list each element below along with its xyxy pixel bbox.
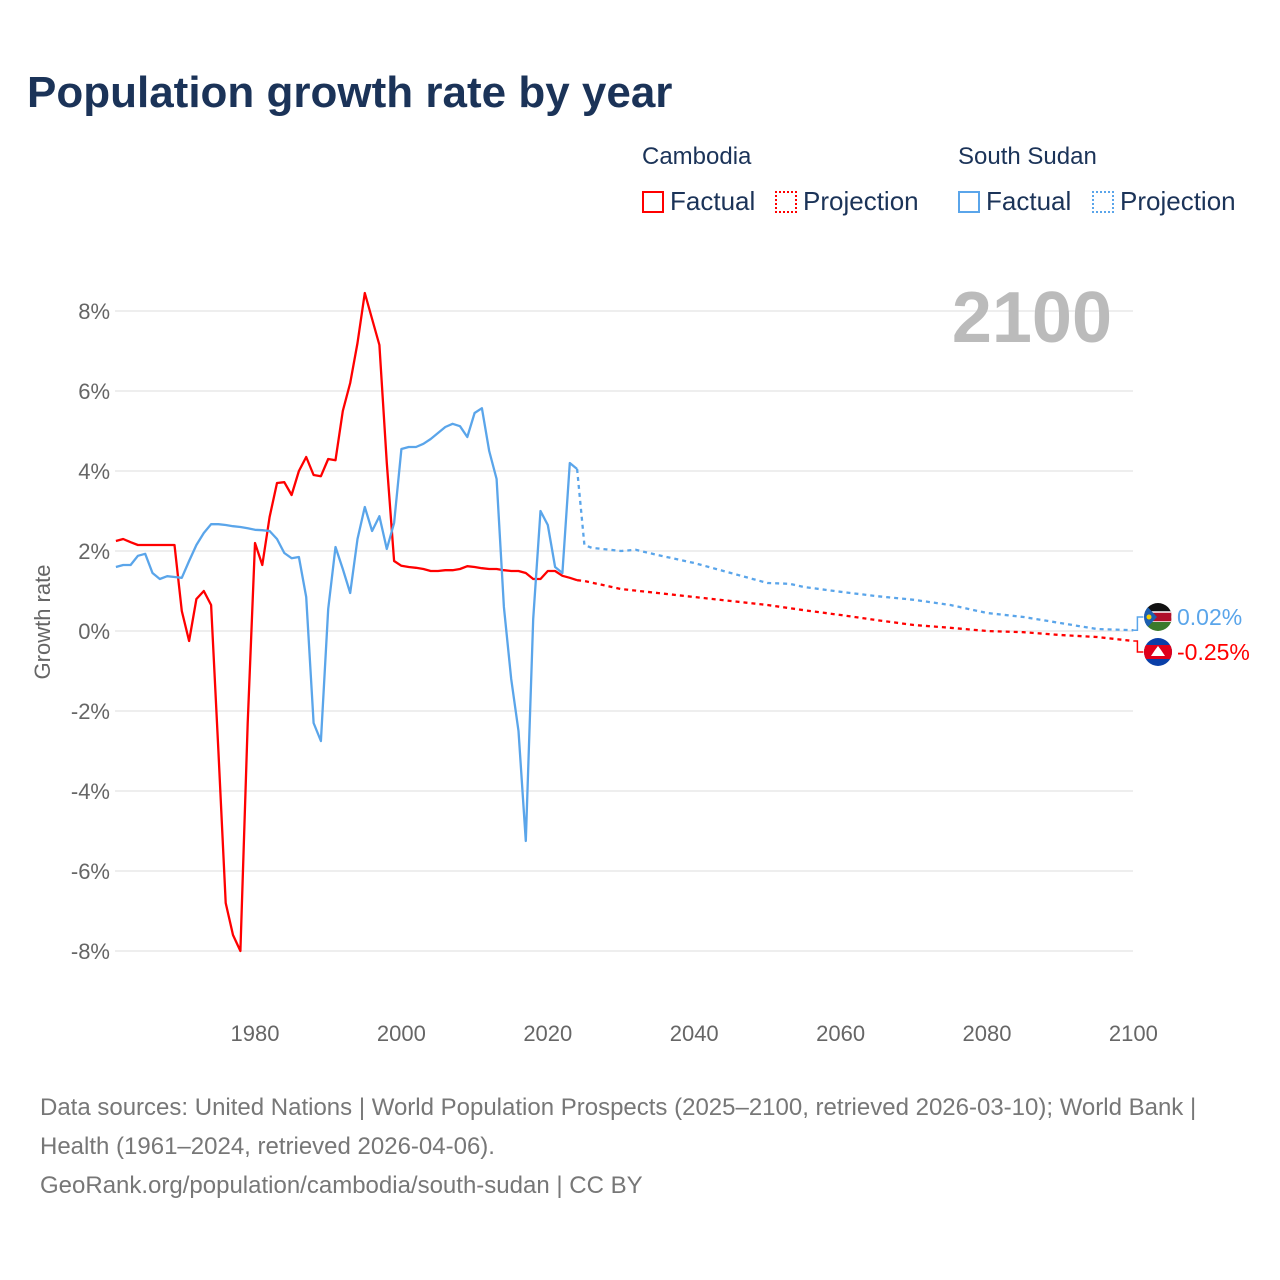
x-tick-label: 2040 bbox=[670, 1021, 719, 1046]
plot-area: 8% 6% 4% 2% 0% -2% -4% -6% -8% 1980 2000 2020 2040 20… bbox=[30, 278, 1250, 1046]
flag-temple bbox=[1151, 646, 1165, 656]
y-tick-label: 4% bbox=[78, 459, 110, 484]
legend-cambodia-projection[interactable]: Projection bbox=[775, 186, 919, 217]
cambodia-flag-icon bbox=[1144, 638, 1172, 666]
legend-group-south-sudan: South Sudan bbox=[958, 143, 1097, 170]
y-tick-label: 6% bbox=[78, 379, 110, 404]
legend-swatch-dotted bbox=[1092, 190, 1114, 213]
y-tick-label: -2% bbox=[71, 699, 110, 724]
data-sources: Data sources: United Nations | World Pop… bbox=[40, 1094, 1197, 1160]
chart-title: Population growth rate by year bbox=[27, 68, 673, 117]
series-line-south-sudan-projection bbox=[575, 468, 1134, 632]
legend-cambodia-factual[interactable]: Factual bbox=[642, 186, 755, 217]
legend-swatch-solid bbox=[958, 190, 980, 213]
x-tick-label: 2000 bbox=[377, 1021, 426, 1046]
legend-swatch-dotted bbox=[775, 190, 797, 213]
flag-star bbox=[1146, 614, 1152, 620]
legend-swatch-solid bbox=[642, 190, 664, 213]
y-tick-label: 2% bbox=[78, 539, 110, 564]
series-line-cambodia-projection bbox=[576, 579, 1134, 643]
flag-stripe bbox=[1144, 622, 1172, 631]
flag-body bbox=[1144, 603, 1172, 631]
y-tick-label: 0% bbox=[78, 619, 110, 644]
end-value-label: -0.25% bbox=[1177, 639, 1250, 665]
label-connector bbox=[1133, 640, 1144, 653]
legend-label: Projection bbox=[1120, 186, 1236, 216]
x-tick-label: 1980 bbox=[231, 1021, 280, 1046]
x-tick-label: 2060 bbox=[816, 1021, 865, 1046]
series-line-cambodia-factual bbox=[115, 291, 578, 953]
end-value-label: 0.02% bbox=[1177, 604, 1242, 630]
legend-label: Projection bbox=[803, 186, 919, 216]
source-link[interactable]: GeoRank.org/population/cambodia/south-su… bbox=[40, 1172, 643, 1199]
y-tick-label: -4% bbox=[71, 779, 110, 804]
y-tick-label: -6% bbox=[71, 859, 110, 884]
y-tick-label: -8% bbox=[71, 939, 110, 964]
flag-stripe bbox=[1144, 603, 1172, 612]
legend-label: Factual bbox=[986, 186, 1072, 216]
y-axis-label: Growth rate bbox=[30, 565, 55, 680]
south-sudan-flag-icon bbox=[1144, 603, 1172, 631]
series-line-south-sudan-factual bbox=[115, 407, 578, 843]
label-connector bbox=[1133, 616, 1144, 631]
x-tick-label: 2080 bbox=[963, 1021, 1012, 1046]
year-label: 2100 bbox=[952, 278, 1112, 358]
legend-label: Factual bbox=[670, 186, 756, 216]
legend-south-sudan-factual[interactable]: Factual bbox=[958, 186, 1071, 217]
footer: Data sources: United Nations | World Pop… bbox=[40, 1088, 1240, 1205]
x-tick-label: 2100 bbox=[1109, 1021, 1158, 1046]
legend-south-sudan-projection[interactable]: Projection bbox=[1092, 186, 1236, 217]
x-tick-label: 2020 bbox=[523, 1021, 572, 1046]
legend-group-cambodia: Cambodia bbox=[642, 143, 752, 170]
y-tick-label: 8% bbox=[78, 299, 110, 324]
flag-body bbox=[1144, 638, 1172, 666]
